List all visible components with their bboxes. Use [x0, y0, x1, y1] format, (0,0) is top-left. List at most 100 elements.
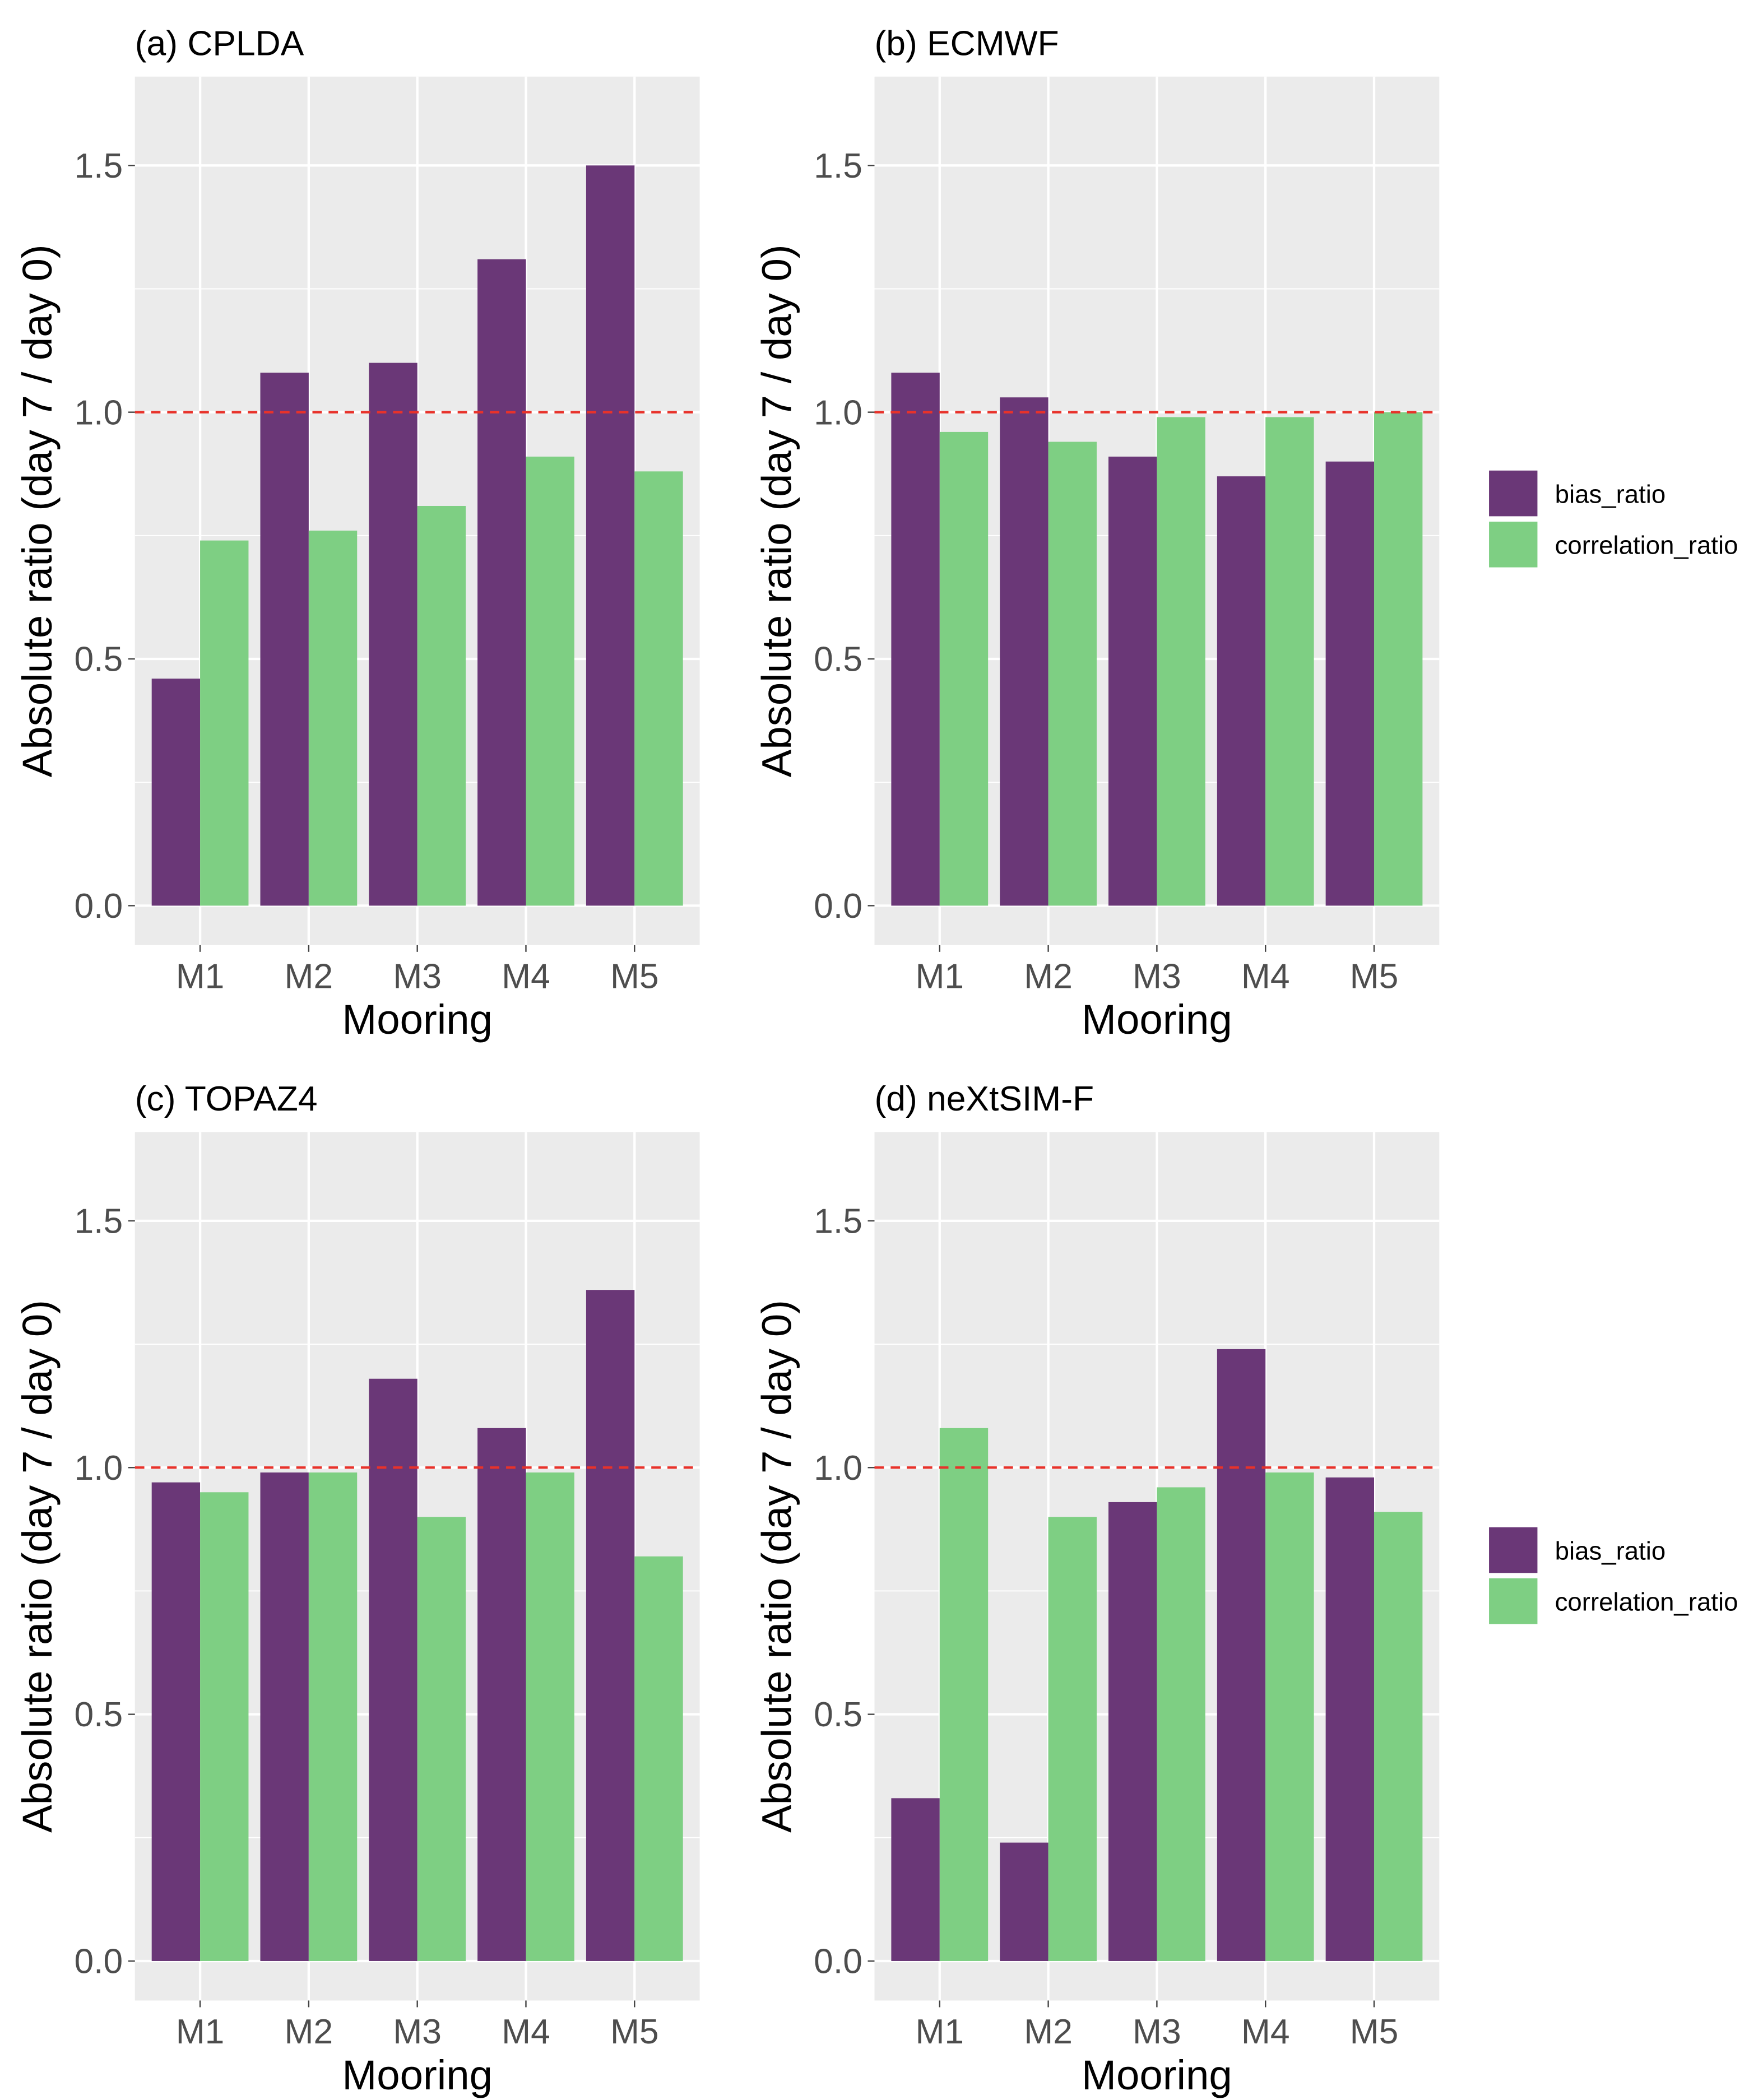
panel-title: (d) neXtSIM-F [875, 1080, 1094, 1118]
y-tick-label: 1.0 [74, 393, 123, 432]
x-tick-label: M3 [1133, 958, 1181, 996]
x-tick-label: M3 [393, 2013, 442, 2051]
x-tick-label: M3 [393, 958, 442, 996]
correlation_ratio-bar-M1 [200, 540, 249, 906]
x-tick-label: M4 [502, 2013, 550, 2051]
y-tick-label: 0.0 [814, 1943, 862, 1981]
x-tick-label: M2 [285, 958, 333, 996]
legend-key-correlation_ratio [1489, 522, 1538, 568]
bias_ratio-bar-M4 [477, 1428, 526, 1961]
x-tick-label: M1 [176, 958, 225, 996]
correlation_ratio-bar-M3 [1157, 417, 1205, 906]
bias_ratio-bar-M4 [477, 259, 526, 906]
panel-title: (a) CPLDA [135, 24, 304, 63]
x-tick-label: M5 [610, 958, 659, 996]
correlation_ratio-bar-M2 [1048, 1517, 1097, 1961]
legend-label-bias_ratio: bias_ratio [1555, 480, 1666, 508]
correlation_ratio-bar-M1 [939, 431, 989, 906]
correlation_ratio-bar-M4 [1265, 417, 1314, 906]
y-tick-label: 0.0 [74, 887, 123, 926]
x-tick-label: M5 [610, 2013, 659, 2051]
x-tick-label: M4 [502, 958, 550, 996]
correlation_ratio-bar-M2 [308, 1472, 358, 1961]
y-tick-label: 0.5 [74, 640, 123, 679]
panel-0: 0.0 0.5 1.0 1.5 M1 M2 M3 M4 M5 (a) CPLDA Mooring Ab… [14, 24, 700, 1043]
bias_ratio-bar-M5 [586, 1290, 635, 1961]
y-axis-label: Absolute ratio (day 7 / day 0) [14, 1300, 61, 1833]
legend-key-bias_ratio [1489, 1527, 1538, 1573]
correlation_ratio-bar-M4 [1265, 1472, 1314, 1961]
correlation_ratio-bar-M4 [526, 456, 574, 906]
bias_ratio-bar-M2 [1000, 1842, 1049, 1961]
legend-key-bias_ratio [1489, 470, 1538, 517]
correlation_ratio-bar-M2 [1048, 442, 1097, 906]
y-tick-label: 0.0 [74, 1943, 123, 1981]
x-axis-label: Mooring [342, 996, 493, 1043]
x-tick-label: M5 [1350, 958, 1399, 996]
y-tick-label: 0.0 [814, 887, 862, 926]
x-axis-label: Mooring [342, 2052, 493, 2098]
x-tick-label: M1 [176, 2013, 225, 2051]
correlation_ratio-bar-M3 [417, 1517, 466, 1961]
x-tick-label: M4 [1241, 2013, 1290, 2051]
bias_ratio-bar-M3 [1108, 1502, 1157, 1961]
correlation_ratio-bar-M3 [1157, 1487, 1205, 1961]
correlation_ratio-bar-M5 [634, 471, 683, 906]
legend-label-bias_ratio: bias_ratio [1555, 1536, 1666, 1565]
y-tick-label: 1.0 [814, 393, 862, 432]
legend-key-correlation_ratio [1489, 1578, 1538, 1624]
legend-label-correlation_ratio: correlation_ratio [1555, 531, 1738, 560]
x-tick-label: M1 [915, 958, 964, 996]
correlation_ratio-bar-M5 [1374, 412, 1423, 906]
y-axis-label: Absolute ratio (day 7 / day 0) [14, 244, 61, 777]
correlation_ratio-bar-M5 [1374, 1512, 1423, 1961]
x-tick-label: M5 [1350, 2013, 1399, 2051]
y-axis-label: Absolute ratio (day 7 / day 0) [754, 244, 800, 777]
panel-title: (c) TOPAZ4 [135, 1080, 318, 1118]
bias_ratio-bar-M5 [1325, 1477, 1375, 1961]
bias_ratio-bar-M4 [1217, 476, 1266, 906]
legend-label-correlation_ratio: correlation_ratio [1555, 1588, 1738, 1616]
y-tick-label: 1.0 [814, 1449, 862, 1488]
x-tick-label: M2 [1024, 2013, 1073, 2051]
bias_ratio-bar-M4 [1217, 1349, 1266, 1961]
y-tick-label: 1.0 [74, 1449, 123, 1488]
panel-3: 0.0 0.5 1.0 1.5 M1 M2 M3 M4 M5 (d) neXtSIM-F Moori… [754, 1080, 1440, 2098]
bias_ratio-bar-M2 [260, 373, 309, 906]
bias_ratio-bar-M3 [369, 1378, 417, 1961]
x-tick-label: M2 [1024, 958, 1073, 996]
bias_ratio-bar-M3 [1108, 456, 1157, 906]
panel-title: (b) ECMWF [875, 24, 1059, 63]
bias_ratio-bar-M5 [1325, 461, 1375, 906]
y-tick-label: 1.5 [74, 147, 123, 185]
bias_ratio-bar-M3 [369, 363, 417, 906]
correlation_ratio-bar-M1 [939, 1428, 989, 1961]
bias_ratio-bar-M2 [1000, 397, 1049, 906]
y-axis-label: Absolute ratio (day 7 / day 0) [754, 1300, 800, 1833]
x-axis-label: Mooring [1082, 2052, 1232, 2098]
correlation_ratio-bar-M2 [308, 531, 358, 906]
x-tick-label: M4 [1241, 958, 1290, 996]
y-tick-label: 0.5 [814, 1695, 862, 1734]
bias_ratio-bar-M1 [151, 679, 201, 906]
y-tick-label: 1.5 [814, 147, 862, 185]
panel-2: 0.0 0.5 1.0 1.5 M1 M2 M3 M4 M5 (c) TOPAZ4 Mooring A… [14, 1080, 700, 2098]
bias_ratio-bar-M1 [891, 1798, 940, 1961]
y-tick-label: 0.5 [74, 1695, 123, 1734]
x-tick-label: M1 [915, 2013, 964, 2051]
x-tick-label: M3 [1133, 2013, 1181, 2051]
correlation_ratio-bar-M4 [526, 1472, 574, 1961]
bias_ratio-bar-M1 [891, 373, 940, 906]
bias_ratio-bar-M1 [151, 1482, 201, 1961]
correlation_ratio-bar-M3 [417, 505, 466, 906]
y-tick-label: 0.5 [814, 640, 862, 679]
bias_ratio-bar-M5 [586, 165, 635, 906]
bias_ratio-bar-M2 [260, 1472, 309, 1961]
y-tick-label: 1.5 [814, 1202, 862, 1241]
legend-0: bias_ratio correlation_ratio [1489, 470, 1738, 568]
correlation_ratio-bar-M5 [634, 1556, 683, 1961]
x-tick-label: M2 [285, 2013, 333, 2051]
correlation_ratio-bar-M1 [200, 1492, 249, 1961]
x-axis-label: Mooring [1082, 996, 1232, 1043]
